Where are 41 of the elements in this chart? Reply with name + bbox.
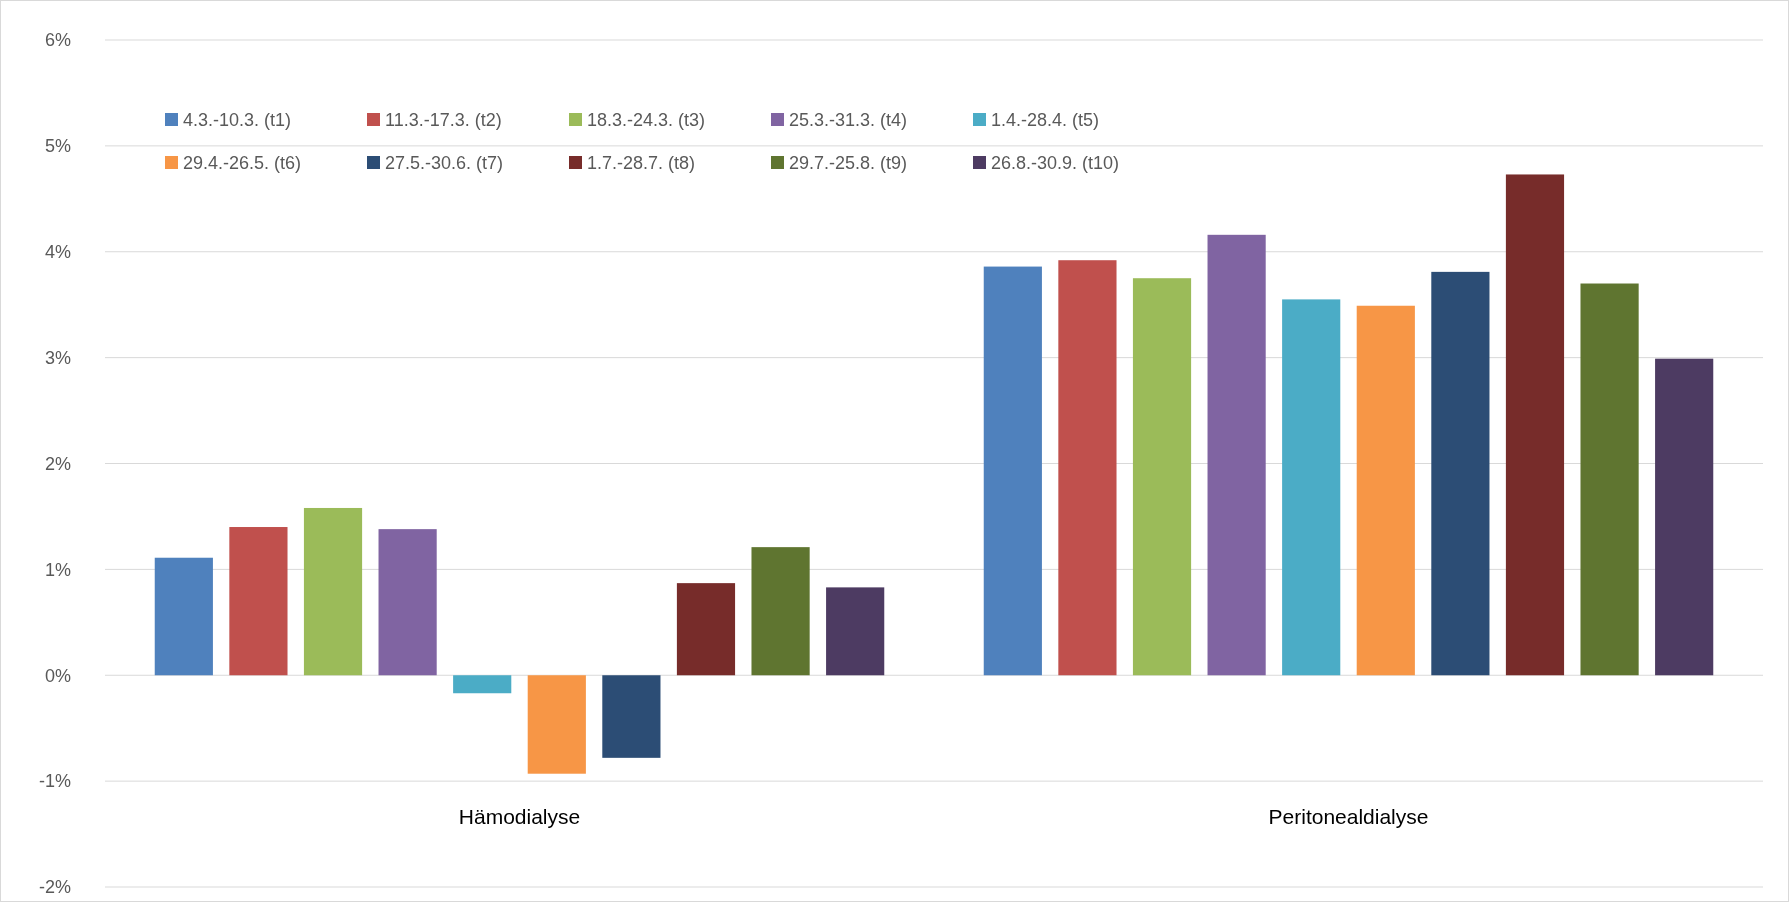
bar [826,587,885,676]
y-tick-label: 0% [44,665,71,686]
y-tick-label: 6% [44,30,71,51]
bar [1282,299,1341,676]
legend-label: 26.8.-30.9. (t10) [991,153,1120,173]
bar [676,583,736,676]
legend-label: 4.3.-10.3. (t1) [183,110,292,130]
bar [1580,283,1639,676]
bar [1431,271,1490,676]
y-tick-label: 4% [44,242,71,263]
y-tick-label: 3% [44,347,71,368]
legend-label: 25.3.-31.3. (t4) [789,110,908,130]
bar [154,557,213,676]
y-tick-label: 5% [44,136,71,157]
bar [1058,260,1117,676]
legend-label: 1.4.-28.4. (t5) [991,110,1100,130]
bar [1356,305,1415,676]
legend-label: 18.3.-24.3. (t3) [587,110,706,130]
y-tick-label: 1% [44,559,71,580]
bar [1207,234,1266,676]
y-tick-label: 2% [44,453,71,474]
legend-label: 11.3.-17.3. (t2) [385,110,502,130]
x-tick-label: Peritonealdialyse [1268,805,1429,828]
bar [303,507,363,676]
bar [527,675,586,774]
bar [1132,278,1192,676]
bar [983,266,1042,676]
y-tick-label: -2% [38,877,71,898]
bar [602,675,661,758]
legend-label: 29.4.-26.5. (t6) [183,153,302,173]
bar [229,527,288,676]
legend-label: 1.7.-28.7. (t8) [587,153,696,173]
bar [751,547,810,676]
legend-label: 29.7.-25.8. (t9) [789,153,908,173]
bar [453,675,512,694]
bar [378,529,437,676]
legend-label: 27.5.-30.6. (t7) [385,153,504,173]
y-tick-label: -1% [38,771,71,792]
x-tick-label: Hämodialyse [458,805,581,828]
bar [1655,358,1714,676]
bar [1505,174,1565,676]
